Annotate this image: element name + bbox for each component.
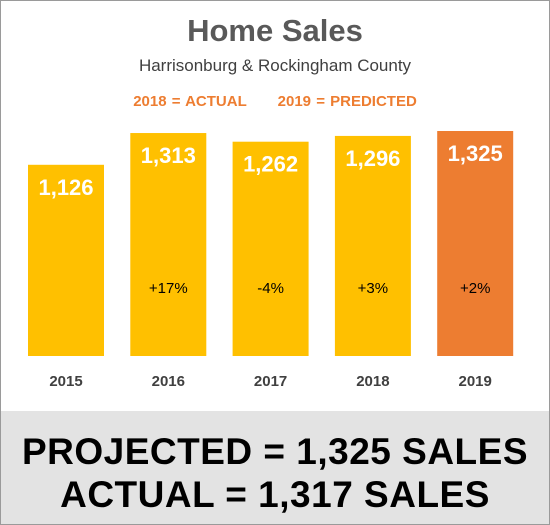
change-label-2018: +3%	[358, 280, 388, 297]
bar-2018	[334, 135, 411, 356]
chart-subtitle: Harrisonburg & Rockingham County	[138, 56, 412, 75]
value-label-2017: 1,262	[243, 152, 298, 177]
x-tick-label-2015: 2015	[49, 373, 82, 390]
x-tick-label-2019: 2019	[459, 373, 492, 390]
chart-legend: 2018 = ACTUAL 2019 = PREDICTED	[1, 93, 549, 110]
bar-2019	[437, 131, 514, 356]
value-label-2019: 1,325	[448, 141, 503, 166]
legend-actual: 2018 = ACTUAL	[133, 93, 247, 110]
x-tick-label-2017: 2017	[254, 373, 287, 390]
value-label-2016: 1,313	[141, 143, 196, 168]
chart-title: Home Sales	[187, 13, 363, 48]
projected-summary: PROJECTED = 1,325 SALES	[21, 431, 529, 472]
x-tick-label-2018: 2018	[356, 373, 389, 390]
change-label-2019: +2%	[460, 280, 490, 297]
value-label-2015: 1,126	[38, 175, 93, 200]
bar-chart: 1,126 2015 1,313 +17% 2016 1,262 -4% 2017 1,296 +…	[28, 131, 514, 390]
bar-2015	[28, 164, 104, 356]
actual-summary: ACTUAL = 1,317 SALES	[60, 474, 490, 515]
change-label-2017: -4%	[257, 280, 284, 297]
bar-2016	[130, 133, 207, 356]
bar-2017	[232, 141, 309, 356]
change-label-2016: +17%	[149, 280, 188, 297]
summary-banner: PROJECTED = 1,325 SALES ACTUAL = 1,317 S…	[1, 411, 549, 524]
x-tick-label-2016: 2016	[152, 373, 185, 390]
legend-predicted: 2019 = PREDICTED	[277, 93, 417, 110]
value-label-2018: 1,296	[345, 146, 400, 171]
